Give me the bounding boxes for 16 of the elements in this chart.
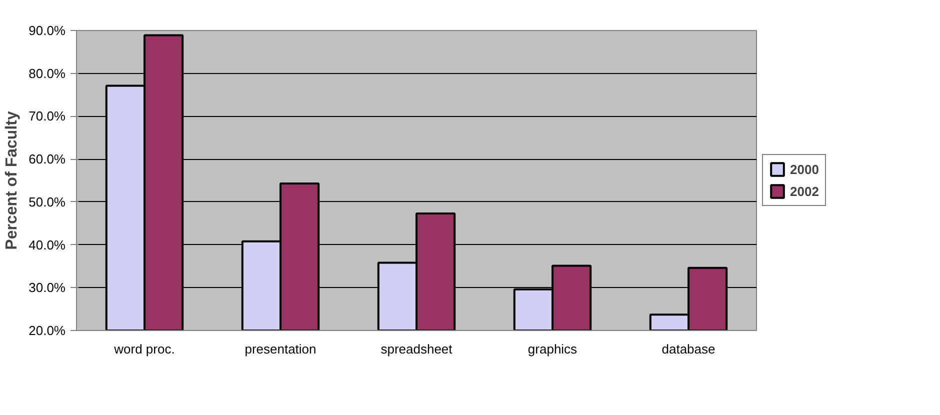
y-tick-label: 40.0% <box>28 237 66 252</box>
x-tick-label: word proc. <box>113 342 175 356</box>
x-tick-label: spreadsheet <box>380 342 453 356</box>
y-tick-label: 20.0% <box>28 323 66 338</box>
y-tick-label: 50.0% <box>28 194 66 210</box>
y-tick-label: 90.0% <box>28 23 66 38</box>
y-tick-label: 30.0% <box>28 280 66 296</box>
y-tick-label: 60.0% <box>28 152 66 167</box>
legend-label: 2000 <box>790 162 819 176</box>
y-tick-label: 70.0% <box>28 108 66 124</box>
y-tick-label: 80.0% <box>28 66 66 81</box>
legend-label: 2002 <box>790 184 819 198</box>
x-tick-label: presentation <box>244 342 316 356</box>
y-axis-title: Percent of Faculty <box>4 111 21 250</box>
x-tick-label: graphics <box>528 342 578 356</box>
x-tick-label: database <box>662 342 716 356</box>
